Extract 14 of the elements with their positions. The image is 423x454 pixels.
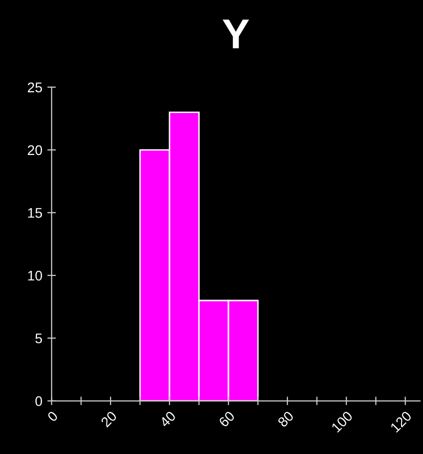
x-tick-label: 40 xyxy=(159,410,176,428)
y-tick-label: 0 xyxy=(35,396,42,406)
x-tick-label: 20 xyxy=(100,410,118,428)
y-tick-label: 25 xyxy=(28,82,42,92)
y-tick-label: 15 xyxy=(28,208,42,218)
x-tick-label: 60 xyxy=(218,410,236,428)
x-tick-label: 120 xyxy=(390,410,412,433)
x-tick-label: 100 xyxy=(330,410,354,433)
y-tick-label: 5 xyxy=(35,334,42,344)
y-tick-label: 10 xyxy=(28,270,42,281)
x-tick-label: 0 xyxy=(46,410,58,422)
x-tick-label: 80 xyxy=(277,410,294,428)
y-tick-label: 20 xyxy=(28,145,42,156)
chart-title: Y xyxy=(222,20,250,48)
